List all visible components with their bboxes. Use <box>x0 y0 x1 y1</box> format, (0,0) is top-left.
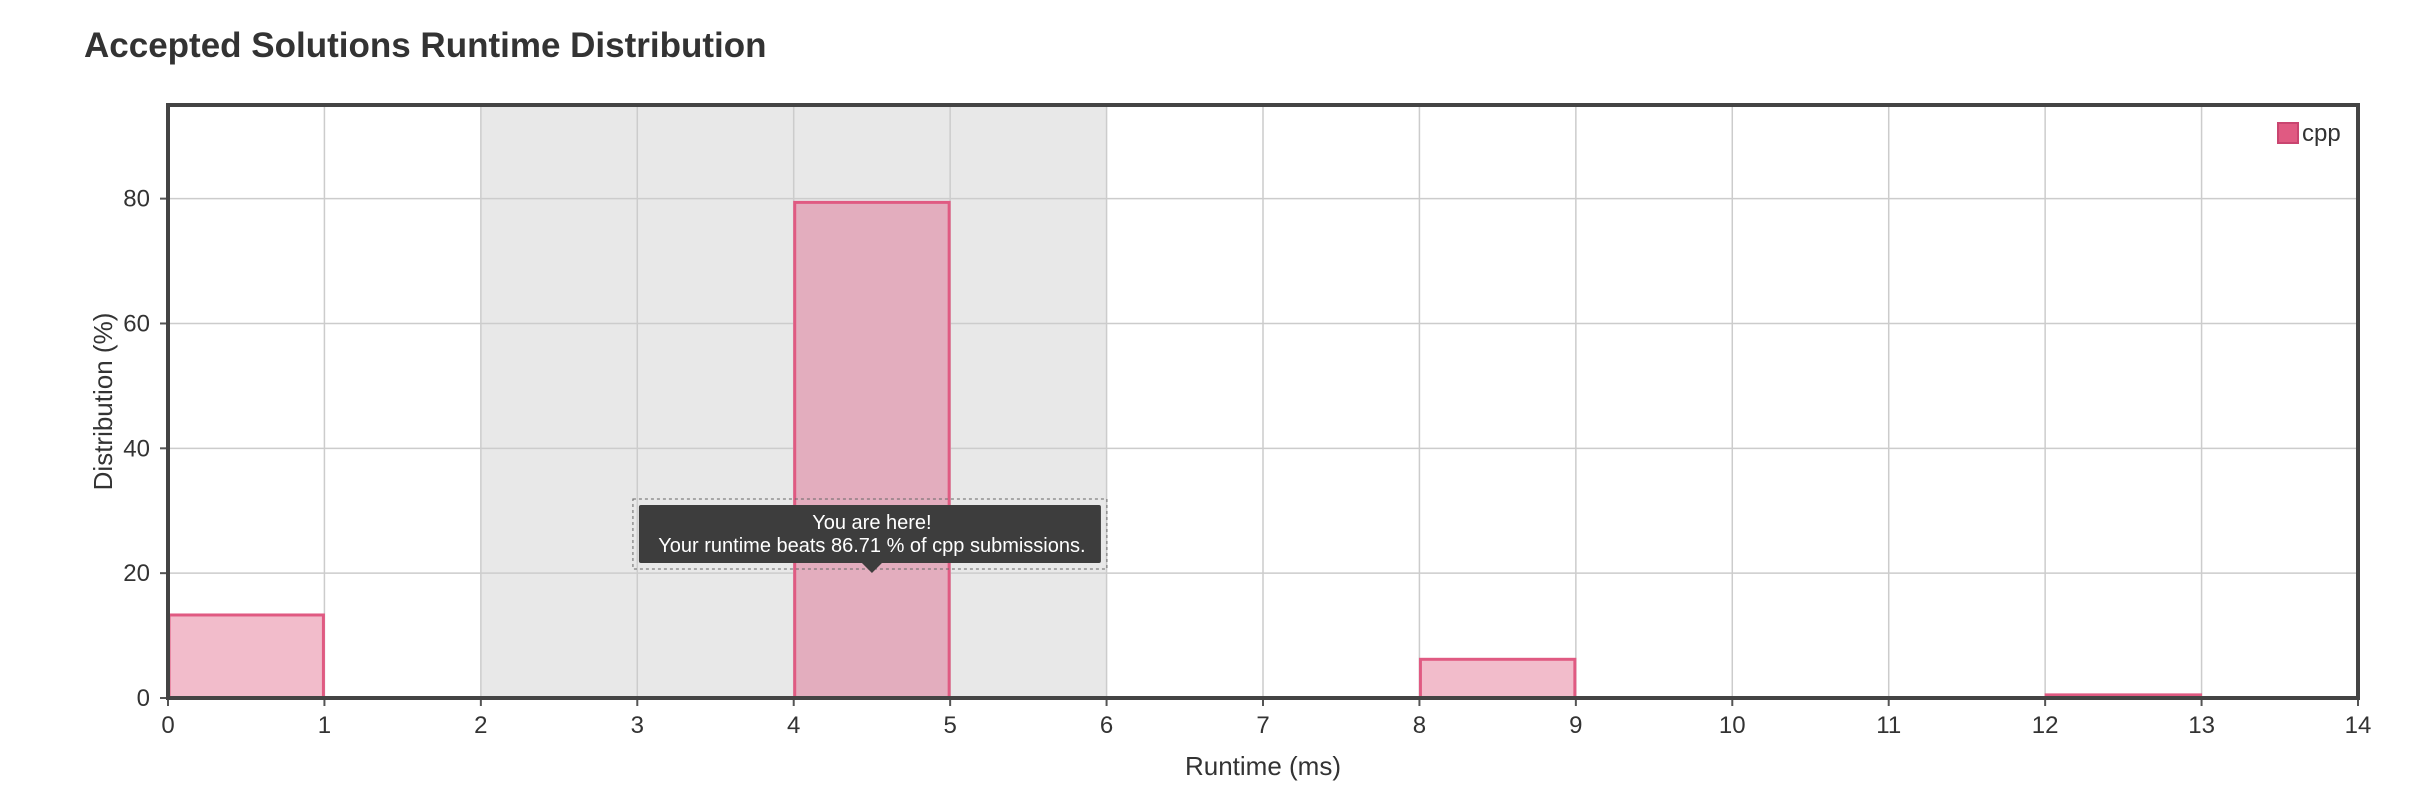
tooltip-line-1: You are here! <box>812 512 931 534</box>
x-tick-label: 7 <box>1256 712 1269 739</box>
tooltip-pointer <box>861 563 882 573</box>
x-tick-label: 4 <box>787 712 800 739</box>
x-tick-label: 3 <box>631 712 644 739</box>
chart-title: Accepted Solutions Runtime Distribution <box>84 26 767 65</box>
x-tick-label: 13 <box>2188 712 2215 739</box>
x-tick-label: 8 <box>1413 712 1426 739</box>
x-axis-label: Runtime (ms) <box>1185 751 1341 781</box>
x-tick-label: 5 <box>943 712 956 739</box>
y-tick-label: 40 <box>123 435 150 462</box>
legend-swatch <box>2277 122 2299 144</box>
y-axis-label: Distribution (%) <box>88 313 118 491</box>
x-tick-label: 9 <box>1569 712 1582 739</box>
y-tick-label: 80 <box>123 186 150 213</box>
tooltip-box <box>638 505 1101 563</box>
y-tick-label: 60 <box>123 310 150 337</box>
legend-label[interactable]: cpp <box>2302 120 2341 147</box>
x-tick-label: 14 <box>2345 712 2372 739</box>
x-tick-label: 0 <box>161 712 174 739</box>
x-tick-label: 11 <box>1876 712 1901 739</box>
x-tick-label: 6 <box>1100 712 1113 739</box>
x-tick-label: 2 <box>474 712 487 739</box>
plot-frame <box>166 103 2360 700</box>
tooltip-line-2: Your runtime beats 86.71 % of cpp submis… <box>658 535 1085 557</box>
histogram-bar[interactable] <box>167 613 325 700</box>
histogram-bar[interactable] <box>1418 657 1577 700</box>
y-tick-label: 0 <box>137 685 150 712</box>
x-tick-label: 1 <box>318 712 331 739</box>
histogram-bar-current[interactable] <box>793 200 951 700</box>
y-tick-label: 20 <box>123 560 150 587</box>
x-tick-label: 10 <box>1719 712 1746 739</box>
x-tick-label: 12 <box>2032 712 2059 739</box>
